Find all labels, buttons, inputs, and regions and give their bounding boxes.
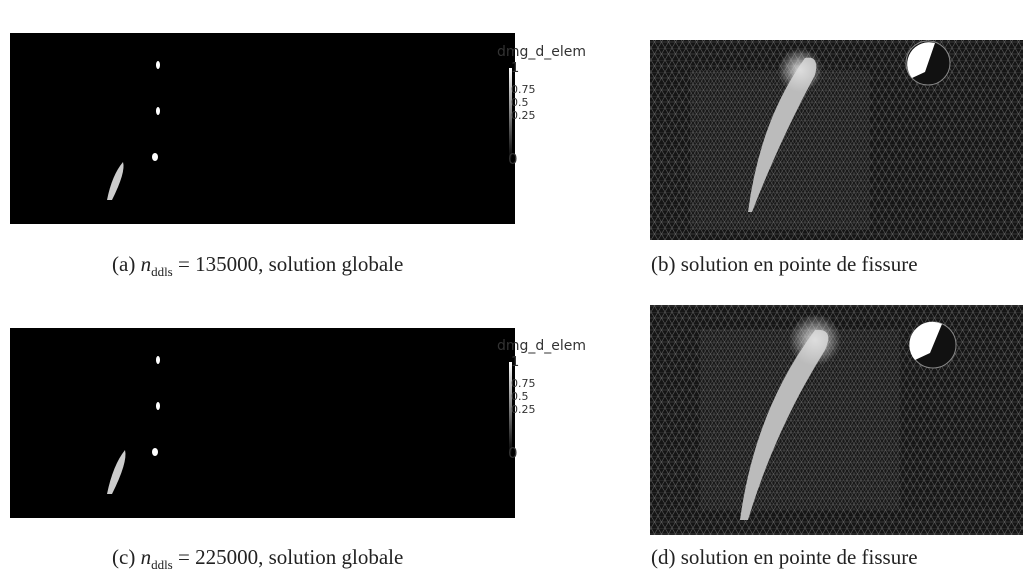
caption-subscript: ddls [151,557,173,573]
colorbar-title: dmg_d_elem [497,44,587,60]
caption-text: solution en pointe de fissure [680,545,918,569]
colorbar-tick: 0.5 [511,96,529,109]
colorbar: dmg_d_elem 1 0.75 0.5 0.25 0 [497,338,586,468]
global-solution-image [10,328,515,518]
colorbar-tick: 1 [511,355,520,370]
caption: (a) nddls = 135000, solution globale [112,252,403,280]
caption: (c) nddls = 225000, solution globale [112,545,403,573]
crack-tip-image [650,40,1023,240]
colorbar-tick: 0.25 [511,403,536,416]
caption-text: solution en pointe de fissure [680,252,918,276]
caption: (d) solution en pointe de fissure [651,545,918,570]
caption-label: (b) [651,252,676,276]
colorbar-title: dmg_d_elem [497,338,587,354]
colorbar-tick: 0.75 [511,83,536,96]
colorbar-gradient [509,362,512,454]
caption: (b) solution en pointe de fissure [651,252,918,277]
colorbar-tick: 0.25 [511,109,536,122]
colorbar-tick: 0.5 [511,390,529,403]
caption-text: = 225000, solution globale [177,545,404,569]
caption-label: (a) [112,252,136,276]
caption-label: (d) [651,545,676,569]
caption-symbol: n [140,252,152,276]
caption-text: = 135000, solution globale [177,252,404,276]
caption-label: (c) [112,545,136,569]
colorbar: dmg_d_elem 1 0.75 0.5 0.25 0 [497,44,586,174]
colorbar-tick: 0 [508,150,518,168]
caption-subscript: ddls [151,264,173,280]
caption-symbol: n [140,545,152,569]
global-solution-image [10,33,515,224]
colorbar-tick: 1 [511,61,520,76]
colorbar-tick: 0.75 [511,377,536,390]
colorbar-gradient [509,68,512,160]
colorbar-tick: 0 [508,444,518,462]
crack-tip-image [650,305,1023,535]
